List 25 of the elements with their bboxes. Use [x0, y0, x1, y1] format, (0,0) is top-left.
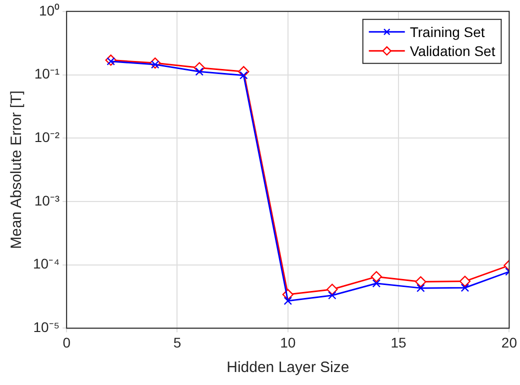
point — [460, 284, 470, 292]
x-tick-label: 0 — [62, 334, 71, 350]
legend-label: Training Set — [410, 24, 485, 40]
y-tick-label: 10⁰ — [39, 2, 60, 18]
y-tick-label: 10⁻¹ — [34, 66, 60, 82]
x-tick-label: 15 — [390, 334, 407, 350]
legend-label: Validation Set — [410, 42, 496, 59]
x-tick-label: 10 — [280, 334, 296, 350]
x-tick-label: 5 — [173, 334, 182, 350]
point — [416, 284, 425, 292]
x-tick-label: 20 — [501, 334, 518, 350]
point — [150, 60, 160, 69]
point — [328, 291, 336, 300]
point — [284, 296, 292, 306]
point — [459, 276, 471, 287]
y-tick-label: 10⁻⁴ — [32, 256, 60, 272]
y-tick-label: 10⁻² — [34, 128, 60, 145]
point — [370, 271, 382, 282]
point — [326, 284, 338, 295]
point — [372, 279, 381, 288]
y-tick-label: 10⁻³ — [34, 192, 60, 208]
x-axis-title: Hidden Layer Size — [226, 359, 350, 376]
y-tick-label: 10⁻⁵ — [33, 319, 60, 336]
point — [415, 276, 426, 288]
y-axis-title: Mean Absolute Error [T] — [8, 90, 26, 250]
